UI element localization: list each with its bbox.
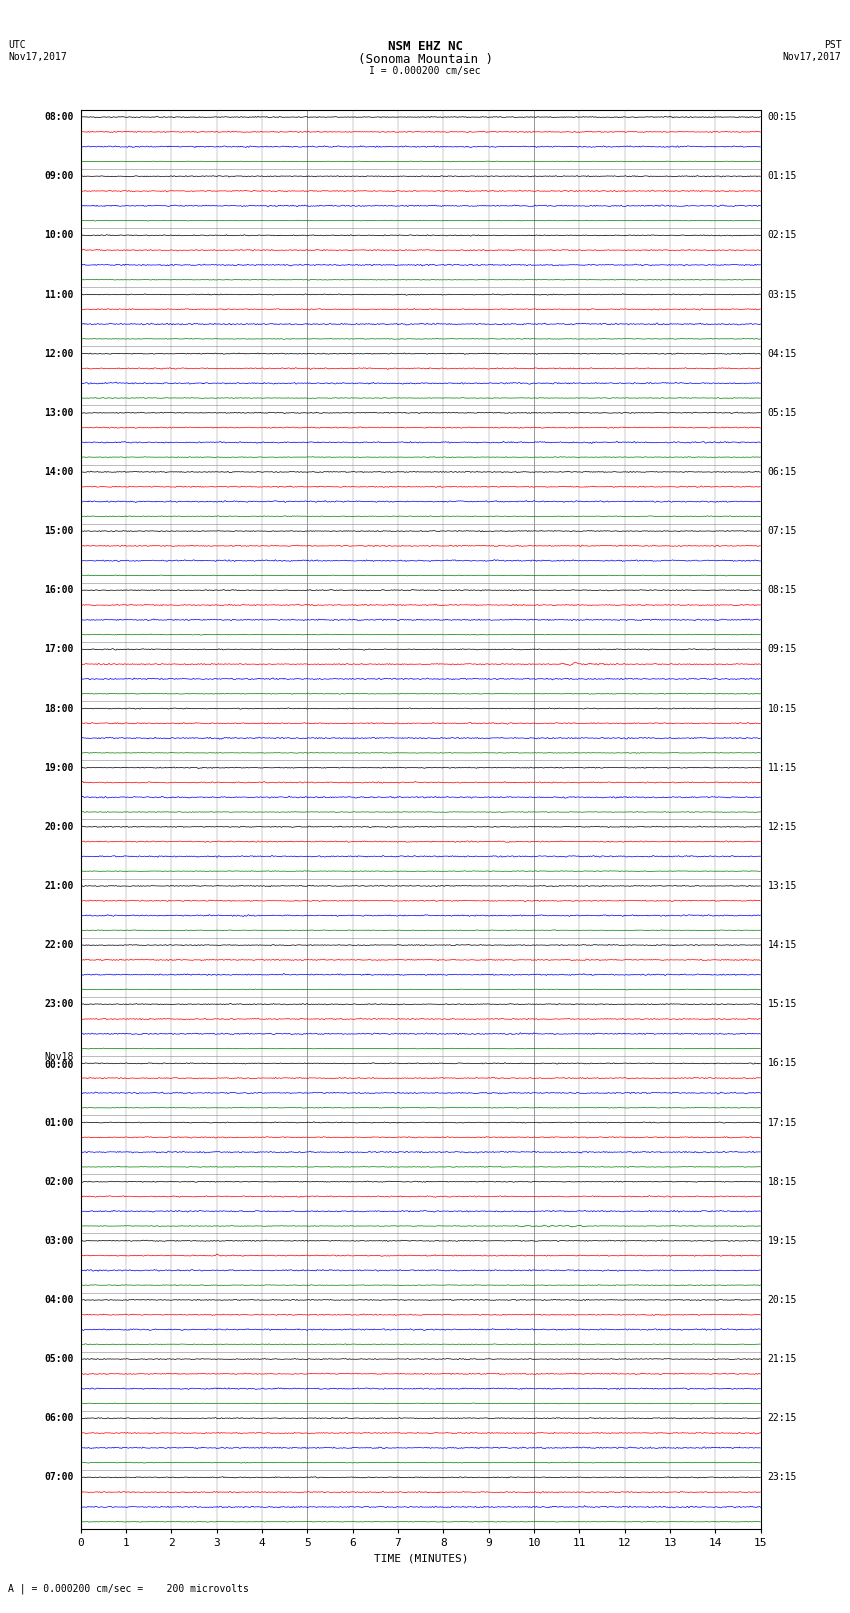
Text: Nov18: Nov18 [44, 1052, 74, 1063]
Text: PST: PST [824, 40, 842, 50]
Text: 04:15: 04:15 [768, 348, 797, 358]
Text: 23:15: 23:15 [768, 1473, 797, 1482]
Text: 18:15: 18:15 [768, 1176, 797, 1187]
Text: 10:15: 10:15 [768, 703, 797, 713]
Text: 15:15: 15:15 [768, 998, 797, 1010]
Text: 17:15: 17:15 [768, 1118, 797, 1127]
Text: 05:15: 05:15 [768, 408, 797, 418]
Text: 18:00: 18:00 [44, 703, 74, 713]
Text: 22:15: 22:15 [768, 1413, 797, 1423]
Text: 17:00: 17:00 [44, 644, 74, 655]
Text: 02:00: 02:00 [44, 1176, 74, 1187]
Text: 02:15: 02:15 [768, 231, 797, 240]
Text: 13:15: 13:15 [768, 881, 797, 890]
Text: 11:15: 11:15 [768, 763, 797, 773]
Text: 10:00: 10:00 [44, 231, 74, 240]
Text: 19:15: 19:15 [768, 1236, 797, 1245]
Text: NSM EHZ NC: NSM EHZ NC [388, 40, 462, 53]
Text: 04:00: 04:00 [44, 1295, 74, 1305]
Text: 14:15: 14:15 [768, 940, 797, 950]
Text: 14:00: 14:00 [44, 466, 74, 477]
Text: I = 0.000200 cm/sec: I = 0.000200 cm/sec [369, 66, 481, 76]
Text: 20:15: 20:15 [768, 1295, 797, 1305]
Text: 21:15: 21:15 [768, 1353, 797, 1365]
Text: 06:00: 06:00 [44, 1413, 74, 1423]
Text: 16:15: 16:15 [768, 1058, 797, 1068]
Text: 01:15: 01:15 [768, 171, 797, 181]
Text: 12:15: 12:15 [768, 821, 797, 832]
Text: 09:15: 09:15 [768, 644, 797, 655]
Text: 15:00: 15:00 [44, 526, 74, 536]
Text: 03:15: 03:15 [768, 289, 797, 300]
Text: 08:15: 08:15 [768, 586, 797, 595]
Text: 09:00: 09:00 [44, 171, 74, 181]
Text: 07:00: 07:00 [44, 1473, 74, 1482]
Text: 22:00: 22:00 [44, 940, 74, 950]
Text: (Sonoma Mountain ): (Sonoma Mountain ) [358, 53, 492, 66]
Text: 21:00: 21:00 [44, 881, 74, 890]
Text: 01:00: 01:00 [44, 1118, 74, 1127]
Text: 00:15: 00:15 [768, 111, 797, 123]
Text: UTC: UTC [8, 40, 26, 50]
Text: 13:00: 13:00 [44, 408, 74, 418]
Text: 03:00: 03:00 [44, 1236, 74, 1245]
Text: 20:00: 20:00 [44, 821, 74, 832]
Text: 06:15: 06:15 [768, 466, 797, 477]
X-axis label: TIME (MINUTES): TIME (MINUTES) [373, 1553, 468, 1563]
Text: Nov17,2017: Nov17,2017 [783, 52, 842, 61]
Text: 23:00: 23:00 [44, 998, 74, 1010]
Text: 05:00: 05:00 [44, 1353, 74, 1365]
Text: 08:00: 08:00 [44, 111, 74, 123]
Text: 12:00: 12:00 [44, 348, 74, 358]
Text: 16:00: 16:00 [44, 586, 74, 595]
Text: 11:00: 11:00 [44, 289, 74, 300]
Text: 00:00: 00:00 [44, 1060, 74, 1069]
Text: 07:15: 07:15 [768, 526, 797, 536]
Text: Nov17,2017: Nov17,2017 [8, 52, 67, 61]
Text: 19:00: 19:00 [44, 763, 74, 773]
Text: A | = 0.000200 cm/sec =    200 microvolts: A | = 0.000200 cm/sec = 200 microvolts [8, 1582, 249, 1594]
